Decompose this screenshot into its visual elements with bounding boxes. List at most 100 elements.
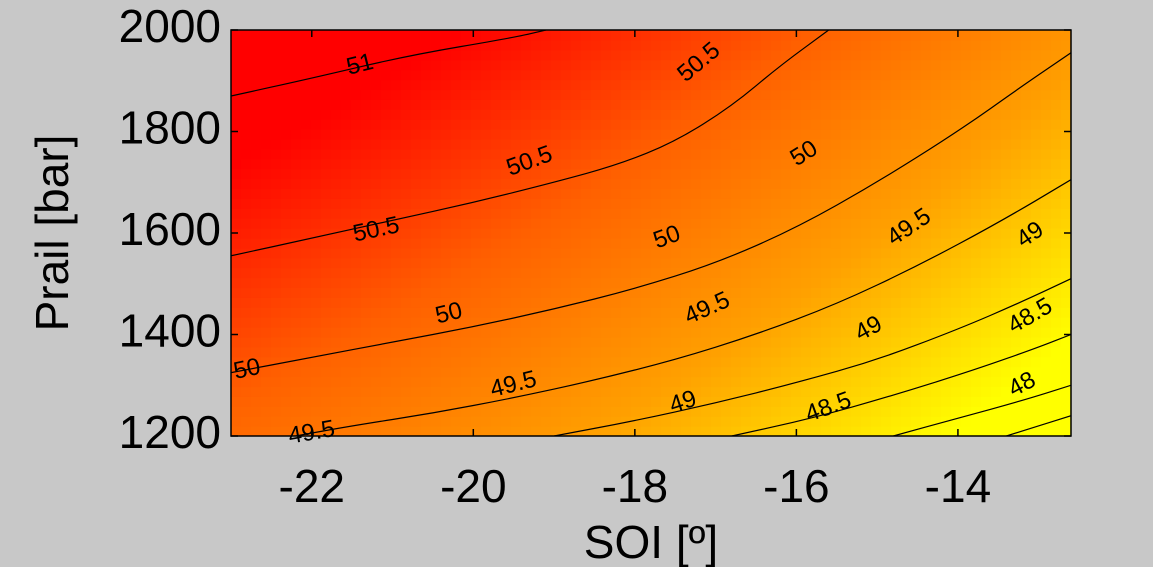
heatmap-cell (761, 39, 772, 51)
heatmap-cell (281, 49, 292, 61)
heatmap-cell (711, 376, 722, 388)
heatmap-cell (431, 198, 442, 209)
heatmap-cell (601, 138, 612, 150)
heatmap-cell (741, 327, 752, 338)
heatmap-cell (811, 426, 822, 436)
heatmap-cell (991, 267, 1002, 279)
heatmap-cell (391, 356, 402, 368)
heatmap-cell (971, 129, 982, 140)
heatmap-cell (1021, 138, 1032, 150)
heatmap-cell (971, 69, 982, 81)
heatmap-cell (721, 168, 732, 180)
heatmap-cell (891, 336, 902, 348)
heatmap-cell (371, 426, 382, 436)
heatmap-cell (331, 257, 342, 269)
heatmap-cell (531, 119, 542, 130)
heatmap-cell (231, 426, 242, 436)
heatmap-cell (961, 396, 972, 407)
heatmap-cell (901, 376, 912, 388)
heatmap-cell (471, 396, 482, 407)
heatmap-cell (291, 416, 302, 427)
heatmap-cell (811, 148, 822, 160)
heatmap-cell (501, 396, 512, 407)
heatmap-cell (1001, 376, 1012, 388)
heatmap-cell (461, 138, 472, 150)
heatmap-cell (681, 49, 692, 61)
heatmap-cell (671, 336, 682, 348)
heatmap-cell (271, 39, 282, 51)
heatmap-cell (921, 406, 932, 417)
heatmap-cell (281, 168, 292, 180)
heatmap-cell (561, 416, 572, 427)
heatmap-cell (881, 406, 892, 417)
heatmap-cell (471, 59, 482, 71)
heatmap-cell (961, 336, 972, 348)
heatmap-cell (961, 317, 972, 328)
heatmap-cell (941, 49, 952, 61)
heatmap-cell (631, 426, 642, 436)
heatmap-cell (671, 208, 682, 219)
heatmap-cell (321, 79, 332, 91)
heatmap-cell (1021, 188, 1032, 199)
heatmap-cell (791, 119, 802, 130)
heatmap-cell (781, 218, 792, 229)
heatmap-cell (391, 247, 402, 259)
heatmap-cell (721, 39, 732, 51)
heatmap-cell (371, 178, 382, 190)
heatmap-cell (531, 247, 542, 259)
heatmap-cell (631, 267, 642, 279)
heatmap-cell (451, 59, 462, 71)
heatmap-cell (351, 327, 362, 338)
heatmap-cell (751, 178, 762, 190)
heatmap-cell (301, 336, 312, 348)
heatmap-cell (691, 257, 702, 269)
heatmap-cell (851, 30, 862, 41)
heatmap-cell (621, 188, 632, 199)
heatmap-cell (871, 416, 882, 427)
heatmap-cell (861, 148, 872, 160)
heatmap-cell (591, 138, 602, 150)
heatmap-cell (851, 366, 862, 378)
heatmap-cell (491, 247, 502, 259)
heatmap-cell (1041, 237, 1052, 249)
heatmap-cell (361, 228, 372, 239)
heatmap-cell (381, 336, 392, 348)
heatmap-cell (381, 406, 392, 417)
heatmap-cell (651, 178, 662, 190)
heatmap-cell (1021, 356, 1032, 368)
heatmap-cell (831, 426, 842, 436)
heatmap-cell (671, 89, 682, 100)
heatmap-cell (801, 208, 812, 219)
heatmap-cell (361, 208, 372, 219)
heatmap-cell (661, 178, 672, 190)
heatmap-cell (951, 257, 962, 269)
heatmap-cell (261, 287, 272, 298)
heatmap-cell (421, 406, 432, 417)
heatmap-cell (411, 89, 422, 100)
heatmap-cell (271, 89, 282, 100)
heatmap-cell (441, 426, 452, 436)
heatmap-cell (451, 297, 462, 308)
heatmap-cell (441, 386, 452, 397)
contour-label: 51 (344, 48, 376, 81)
heatmap-cell (671, 366, 682, 378)
heatmap-cell (661, 119, 672, 130)
heatmap-cell (711, 198, 722, 209)
heatmap-cell (261, 228, 272, 239)
heatmap-cell (561, 79, 572, 91)
heatmap-cell (1001, 119, 1012, 130)
heatmap-cell (761, 218, 772, 229)
heatmap-cell (1021, 287, 1032, 298)
heatmap-cell (1031, 327, 1042, 338)
heatmap-cell (1001, 366, 1012, 378)
heatmap-cell (391, 376, 402, 388)
heatmap-cell (231, 208, 242, 219)
heatmap-cell (761, 366, 772, 378)
heatmap-cell (421, 79, 432, 91)
heatmap-cell (1041, 99, 1052, 110)
heatmap-cell (531, 327, 542, 338)
heatmap-cell (871, 30, 882, 41)
heatmap-cell (251, 287, 262, 298)
heatmap-cell (711, 218, 722, 229)
heatmap-cell (551, 237, 562, 249)
